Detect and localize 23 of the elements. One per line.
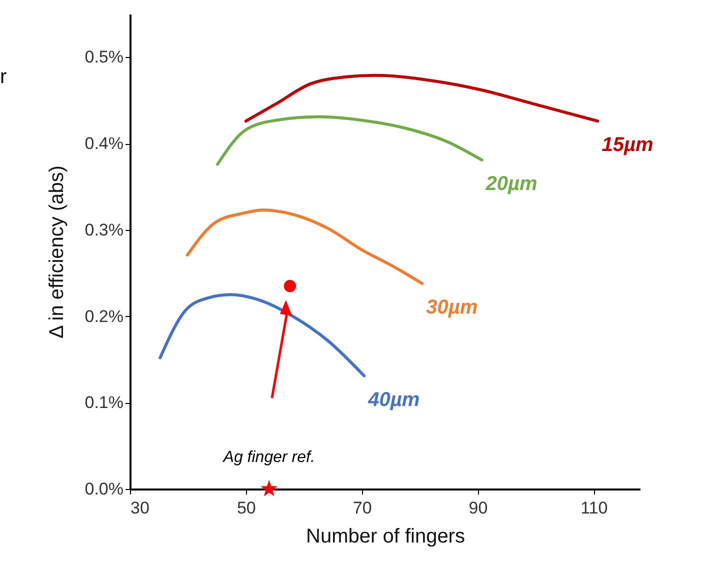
series-label: 20µm [484, 172, 538, 195]
x-tick-label: 90 [468, 498, 488, 518]
y-tick-label: 0.3% [84, 220, 124, 240]
y-tick-label: 0.2% [84, 306, 124, 326]
x-axis-title: Number of fingers [306, 526, 465, 548]
x-tick-label: 70 [352, 498, 372, 518]
line-series [158, 293, 366, 378]
y-tick-label: 0.4% [84, 134, 124, 154]
y-tick-label: 0.5% [84, 48, 124, 67]
x-tick-label: 30 [130, 498, 150, 518]
series-label: 15µm [602, 134, 654, 156]
y-tick-label: 0.0% [84, 480, 124, 498]
line-series [244, 74, 600, 123]
x-tick-label: 110 [580, 498, 608, 518]
line-series [186, 208, 424, 285]
y-axis-title: Δ in efficiency (abs) [46, 165, 68, 339]
text: r [0, 66, 7, 89]
annotation: Ag finger ref. [222, 449, 315, 466]
series-label: 30µm [426, 296, 478, 318]
x-tick-label: 50 [236, 498, 256, 518]
line-series [216, 115, 484, 166]
y-tick-label: 0.1% [84, 393, 124, 412]
series-label: 40µm [367, 388, 420, 411]
